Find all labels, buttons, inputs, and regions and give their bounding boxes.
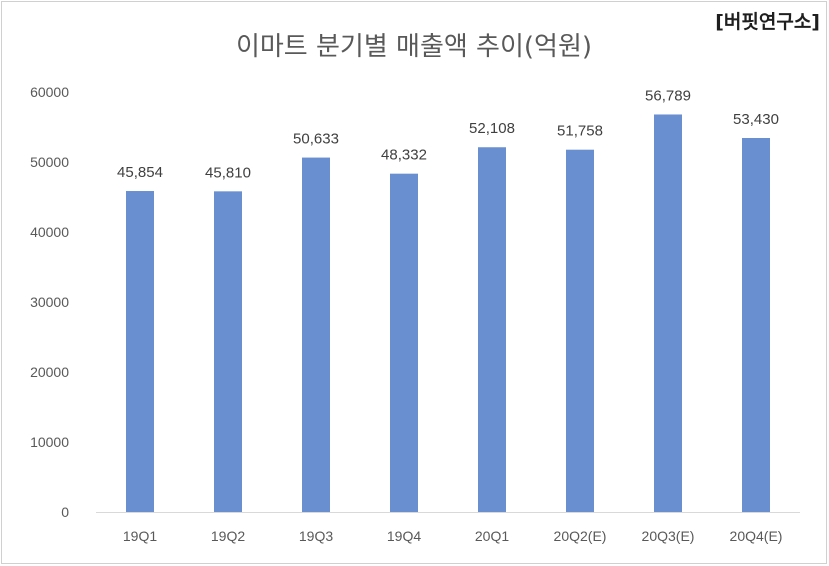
y-tick-label: 50000 <box>30 154 69 170</box>
bar <box>478 147 506 512</box>
bar <box>214 191 242 512</box>
y-tick-label: 60000 <box>30 84 69 100</box>
x-tick-label: 20Q2(E) <box>554 528 607 544</box>
x-axis-ticks: 19Q1 19Q2 19Q3 19Q4 20Q1 20Q2(E) 20Q3(E) 20Q4(E… <box>123 528 783 544</box>
x-tick-label: 20Q4(E) <box>730 528 783 544</box>
brand-watermark: [버핏연구소] <box>715 11 820 33</box>
data-label: 45,854 <box>117 164 163 181</box>
data-label: 48,332 <box>381 147 427 164</box>
data-label: 45,810 <box>205 164 251 181</box>
data-label: 53,430 <box>733 111 779 128</box>
x-tick-label: 19Q4 <box>387 528 421 544</box>
x-tick-label: 19Q2 <box>211 528 245 544</box>
y-tick-label: 10000 <box>30 434 69 450</box>
y-tick-label: 0 <box>61 504 69 520</box>
bar <box>742 137 770 513</box>
bar-series <box>126 114 770 513</box>
bar <box>126 191 154 512</box>
bar <box>566 149 594 512</box>
data-labels: 45,854 45,810 50,633 48,332 52,108 51,758 56,7… <box>117 87 779 181</box>
data-label: 56,789 <box>645 87 691 104</box>
x-tick-label: 19Q1 <box>123 528 157 544</box>
y-tick-label: 40000 <box>30 224 69 240</box>
y-axis-ticks: 0 10000 20000 30000 40000 50000 60000 <box>30 84 69 520</box>
y-tick-label: 20000 <box>30 364 69 380</box>
data-label: 50,633 <box>293 131 339 148</box>
x-tick-label: 19Q3 <box>299 528 333 544</box>
x-tick-label: 20Q1 <box>475 528 509 544</box>
bar <box>390 173 418 512</box>
data-label: 52,108 <box>469 120 515 137</box>
bar <box>654 114 682 513</box>
chart-title: 이마트 분기별 매출액 추이(억원) <box>236 32 592 62</box>
y-tick-label: 30000 <box>30 294 69 310</box>
bar <box>302 157 330 512</box>
data-label: 51,758 <box>557 123 603 140</box>
x-tick-label: 20Q3(E) <box>642 528 695 544</box>
